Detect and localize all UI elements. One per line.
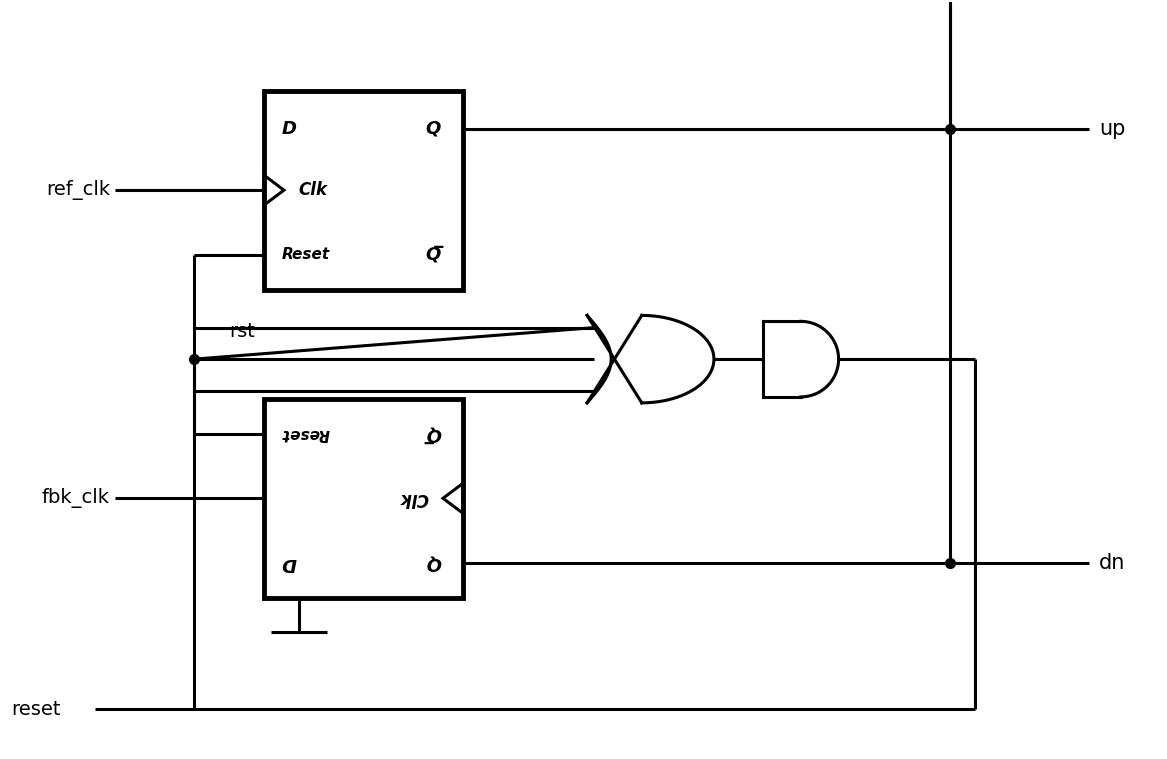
Bar [264,91,463,289]
Polygon shape [587,316,714,403]
Text: rst: rst [229,323,256,342]
Bar [264,399,463,597]
Text: fbk_clk: fbk_clk [42,488,110,509]
Text: Reset: Reset [282,247,330,263]
Text: dn: dn [1099,553,1125,573]
Text: reset: reset [11,700,61,719]
Polygon shape [763,321,839,397]
Text: Clk: Clk [299,181,328,199]
Text: Clk: Clk [399,490,428,507]
Text: Q̅: Q̅ [426,425,441,442]
Text: Q: Q [426,554,441,572]
Text: Q̅: Q̅ [426,246,441,264]
Text: D: D [282,119,296,137]
Text: Q: Q [426,119,441,137]
Text: Reset: Reset [282,426,330,441]
Text: up: up [1099,118,1125,138]
Text: D: D [282,554,296,572]
Text: ref_clk: ref_clk [46,180,110,200]
